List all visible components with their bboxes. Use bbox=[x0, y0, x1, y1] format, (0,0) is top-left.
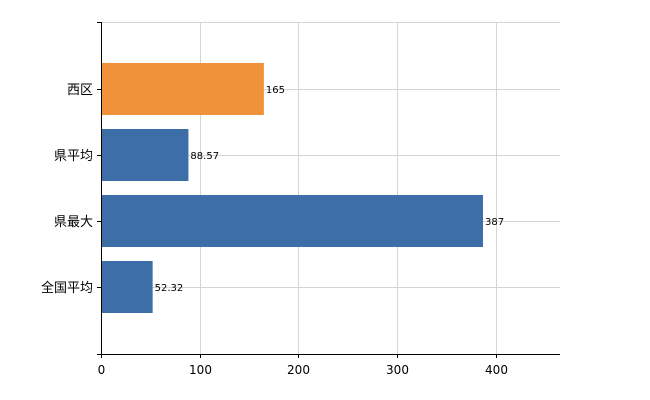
x-tick-label: 0 bbox=[98, 363, 106, 377]
category-label: 西区 bbox=[67, 83, 93, 98]
bar bbox=[101, 63, 264, 115]
category-label: 全国平均 bbox=[41, 280, 93, 296]
data-label: 88.57 bbox=[190, 151, 219, 162]
category-label: 県平均 bbox=[54, 149, 93, 164]
bar bbox=[101, 129, 189, 181]
x-tick-label: 300 bbox=[386, 363, 409, 377]
x-tick-label: 200 bbox=[287, 363, 310, 377]
bar bbox=[101, 195, 484, 247]
x-tick-label: 100 bbox=[189, 363, 212, 377]
bar bbox=[101, 261, 153, 313]
data-label: 387 bbox=[485, 217, 504, 228]
category-label: 県最大 bbox=[54, 215, 93, 230]
data-label: 165 bbox=[266, 85, 285, 96]
data-label: 52.32 bbox=[155, 283, 184, 294]
x-tick-label: 400 bbox=[485, 363, 508, 377]
